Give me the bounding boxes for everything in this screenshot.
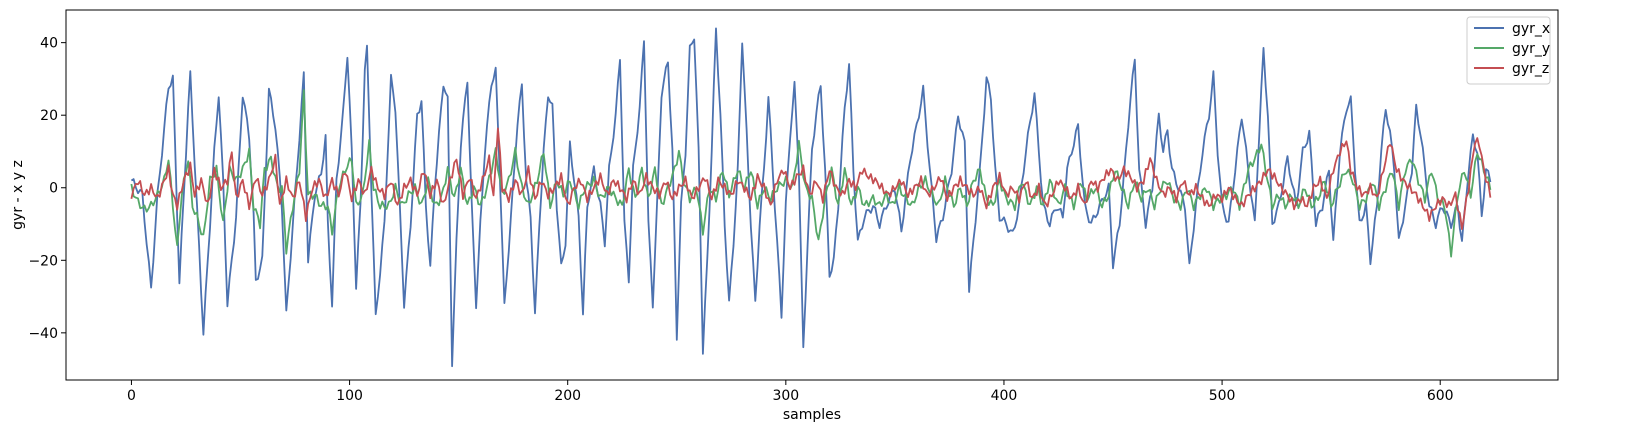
- y-tick-label: 20: [40, 108, 58, 124]
- x-tick-label: 400: [991, 388, 1018, 404]
- plot-area: [65, 9, 1559, 381]
- x-tick-label: 100: [336, 388, 363, 404]
- y-tick-label: 0: [49, 181, 58, 197]
- x-axis: 0 100 200 300 400 500 600: [127, 380, 1454, 404]
- legend-label-gyr-y: gyr_y: [1512, 41, 1550, 57]
- y-tick-label: 40: [40, 36, 58, 52]
- series-layer: [130, 27, 1492, 368]
- series-line-gyr-x: [130, 27, 1492, 368]
- axes-frame: [65, 9, 1559, 381]
- x-tick-label: 200: [554, 388, 581, 404]
- x-tick-label: 600: [1427, 388, 1454, 404]
- y-tick-label: −40: [28, 326, 58, 342]
- x-axis-label: samples: [783, 407, 841, 423]
- legend-label-gyr-x: gyr_x: [1512, 21, 1550, 37]
- y-axis-label: gyr - x y z: [10, 160, 26, 230]
- x-tick-label: 0: [127, 388, 136, 404]
- x-tick-label: 300: [772, 388, 799, 404]
- x-tick-label: 500: [1209, 388, 1236, 404]
- legend-label-gyr-z: gyr_z: [1512, 61, 1549, 77]
- series-line-gyr-z: [130, 127, 1492, 230]
- series-line-gyr-y: [130, 89, 1492, 258]
- legend: gyr_x gyr_y gyr_z: [1466, 16, 1551, 85]
- y-tick-label: −20: [28, 253, 58, 269]
- y-axis: −40 −20 0 20 40: [28, 36, 66, 342]
